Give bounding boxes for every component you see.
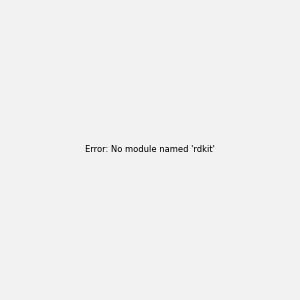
Text: Error: No module named 'rdkit': Error: No module named 'rdkit'	[85, 146, 215, 154]
